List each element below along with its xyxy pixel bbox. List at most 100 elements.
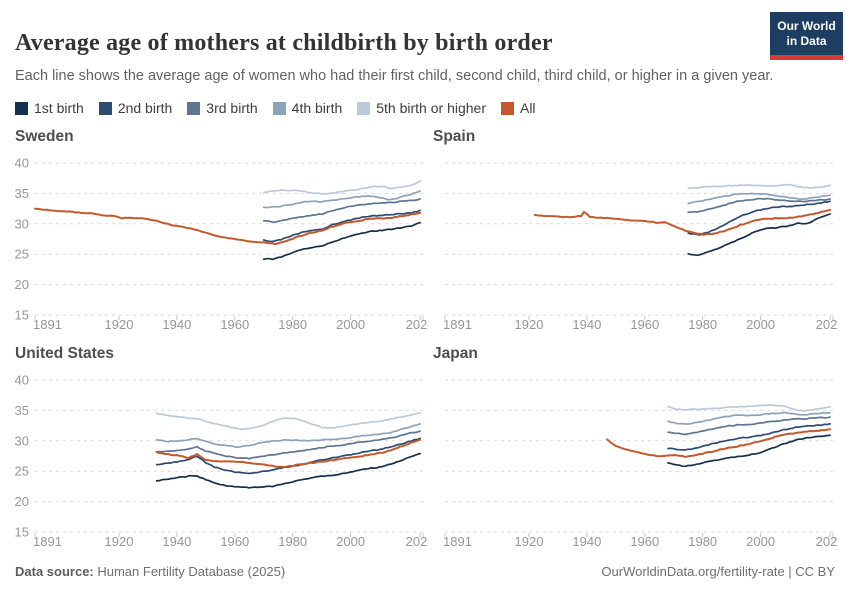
series-1st-birth [262, 221, 421, 261]
legend-label: 1st birth [34, 100, 84, 116]
x-tick-label: 1920 [515, 317, 544, 332]
series-3rd-birth [667, 416, 831, 436]
chart-japan: 1891 1920 1940 1960 1980 2000 2024 [443, 379, 837, 549]
x-tick-label: 1940 [162, 317, 191, 332]
x-tick-label: 1980 [688, 317, 717, 332]
data-source-label: Data source: [15, 564, 94, 579]
x-tick-label: 1891 [33, 317, 62, 332]
x-tick-label: 1891 [443, 317, 472, 332]
x-tick-label: 2000 [336, 317, 365, 332]
series-2nd-birth [262, 209, 421, 243]
panel-sweden: Sweden 15 20 25 30 35 40 1891 1920 1940 1960 1980 2… [15, 128, 427, 340]
x-tick-label: 1920 [515, 534, 544, 549]
series-5th-birth-or-higher [667, 404, 831, 413]
panel-title-united-states: United States [15, 345, 115, 362]
legend-swatch [500, 101, 514, 115]
owid-logo-accent-bar [770, 55, 843, 60]
panel-united-states: United States 15 20 25 30 35 40 1891 1920 1940 19… [15, 345, 427, 557]
legend-item-4th-birth[interactable]: 4th birth [272, 100, 343, 116]
x-tick-label: 1940 [572, 317, 601, 332]
panel-japan: Japan 1891 1920 1940 1960 1980 2000 2024 [433, 345, 837, 557]
legend-label: All [519, 100, 536, 116]
series-5th-birth-or-higher [262, 180, 421, 195]
owid-logo[interactable]: Our World in Data [770, 12, 843, 60]
chart-united-states: 15 20 25 30 35 40 1891 1920 1940 1960 1980 2000 2024 [15, 373, 427, 550]
y-tick-label: 40 [15, 156, 29, 171]
panel-title-sweden: Sweden [15, 128, 74, 145]
y-tick-label: 35 [15, 186, 29, 201]
chart-footer: Data source: Human Fertility Database (2… [15, 564, 835, 579]
series-4th-birth [687, 192, 831, 205]
y-tick-label: 15 [15, 525, 29, 540]
series-all [606, 428, 832, 458]
x-tick-label: 1960 [220, 317, 249, 332]
x-tick-label: 1980 [278, 534, 307, 549]
legend-label: 4th birth [291, 100, 343, 116]
series-all [533, 208, 832, 236]
series-3rd-birth [262, 198, 421, 224]
panel-title-japan: Japan [433, 345, 478, 362]
legend-label: 5th birth or higher [376, 100, 486, 116]
y-tick-label: 40 [15, 373, 29, 388]
x-tick-label: 2024 [406, 317, 427, 332]
legend-swatch [187, 101, 201, 115]
legend-swatch [357, 101, 371, 115]
page-subtitle: Each line shows the average age of women… [15, 67, 774, 84]
legend-item-1st-birth[interactable]: 1st birth [15, 100, 84, 116]
x-tick-label: 1920 [105, 317, 134, 332]
legend-item-2nd-birth[interactable]: 2nd birth [98, 100, 173, 116]
x-tick-label: 1940 [572, 534, 601, 549]
series-4th-birth [262, 190, 421, 209]
series-1st-birth [155, 452, 421, 489]
legend-swatch [15, 101, 28, 115]
legend-swatch [272, 101, 286, 115]
x-tick-label: 1920 [105, 534, 134, 549]
x-tick-label: 2024 [816, 534, 837, 549]
series-5th-birth-or-higher [687, 183, 831, 190]
series-2nd-birth [667, 422, 831, 451]
panel-spain: Spain 1891 1920 1940 1960 1980 2000 2024 [433, 128, 837, 340]
x-tick-label: 1960 [220, 534, 249, 549]
series-4th-birth [155, 422, 421, 448]
y-tick-label: 25 [15, 247, 29, 262]
legend-item-3rd-birth[interactable]: 3rd birth [187, 100, 258, 116]
x-tick-label: 2000 [746, 534, 775, 549]
legend-label: 2nd birth [117, 100, 173, 116]
chart-spain: 1891 1920 1940 1960 1980 2000 2024 [443, 162, 837, 332]
y-tick-label: 15 [15, 308, 29, 323]
data-source: Data source: Human Fertility Database (2… [15, 564, 285, 579]
y-tick-label: 35 [15, 403, 29, 418]
y-tick-label: 25 [15, 464, 29, 479]
series-5th-birth-or-higher [155, 411, 421, 431]
series-all [34, 207, 422, 246]
owid-logo-line1: Our World [777, 18, 836, 33]
series-3rd-birth [687, 197, 831, 214]
series-1st-birth [687, 213, 831, 257]
y-tick-label: 30 [15, 216, 29, 231]
x-tick-label: 2024 [816, 317, 837, 332]
data-source-value: Human Fertility Database (2025) [93, 564, 286, 579]
x-tick-label: 1980 [278, 317, 307, 332]
panel-title-spain: Spain [433, 128, 476, 145]
page-title: Average age of mothers at childbirth by … [15, 30, 553, 57]
legend-item-all[interactable]: All [500, 100, 536, 116]
series-4th-birth [667, 411, 831, 425]
footer-link[interactable]: OurWorldinData.org/fertility-rate | CC B… [601, 564, 835, 579]
x-tick-label: 2000 [336, 534, 365, 549]
series-3rd-birth [155, 430, 421, 460]
legend-label: 3rd birth [206, 100, 258, 116]
x-tick-label: 1960 [630, 317, 659, 332]
x-tick-label: 2000 [746, 317, 775, 332]
y-tick-label: 20 [15, 494, 29, 509]
series-1st-birth [667, 434, 831, 468]
series-2nd-birth [155, 437, 421, 475]
owid-logo-line2: in Data [786, 33, 827, 48]
series-2nd-birth [687, 200, 831, 236]
x-tick-label: 1891 [33, 534, 62, 549]
legend-item-5th-birth-or-higher[interactable]: 5th birth or higher [357, 100, 486, 116]
x-tick-label: 1980 [688, 534, 717, 549]
legend-swatch [98, 101, 112, 115]
chart-sweden: 15 20 25 30 35 40 1891 1920 1940 1960 1980 2000 2024 [15, 156, 427, 333]
x-tick-label: 1940 [162, 534, 191, 549]
chart-legend: 1st birth 2nd birth 3rd birth 4th birth 5th … [15, 100, 536, 116]
